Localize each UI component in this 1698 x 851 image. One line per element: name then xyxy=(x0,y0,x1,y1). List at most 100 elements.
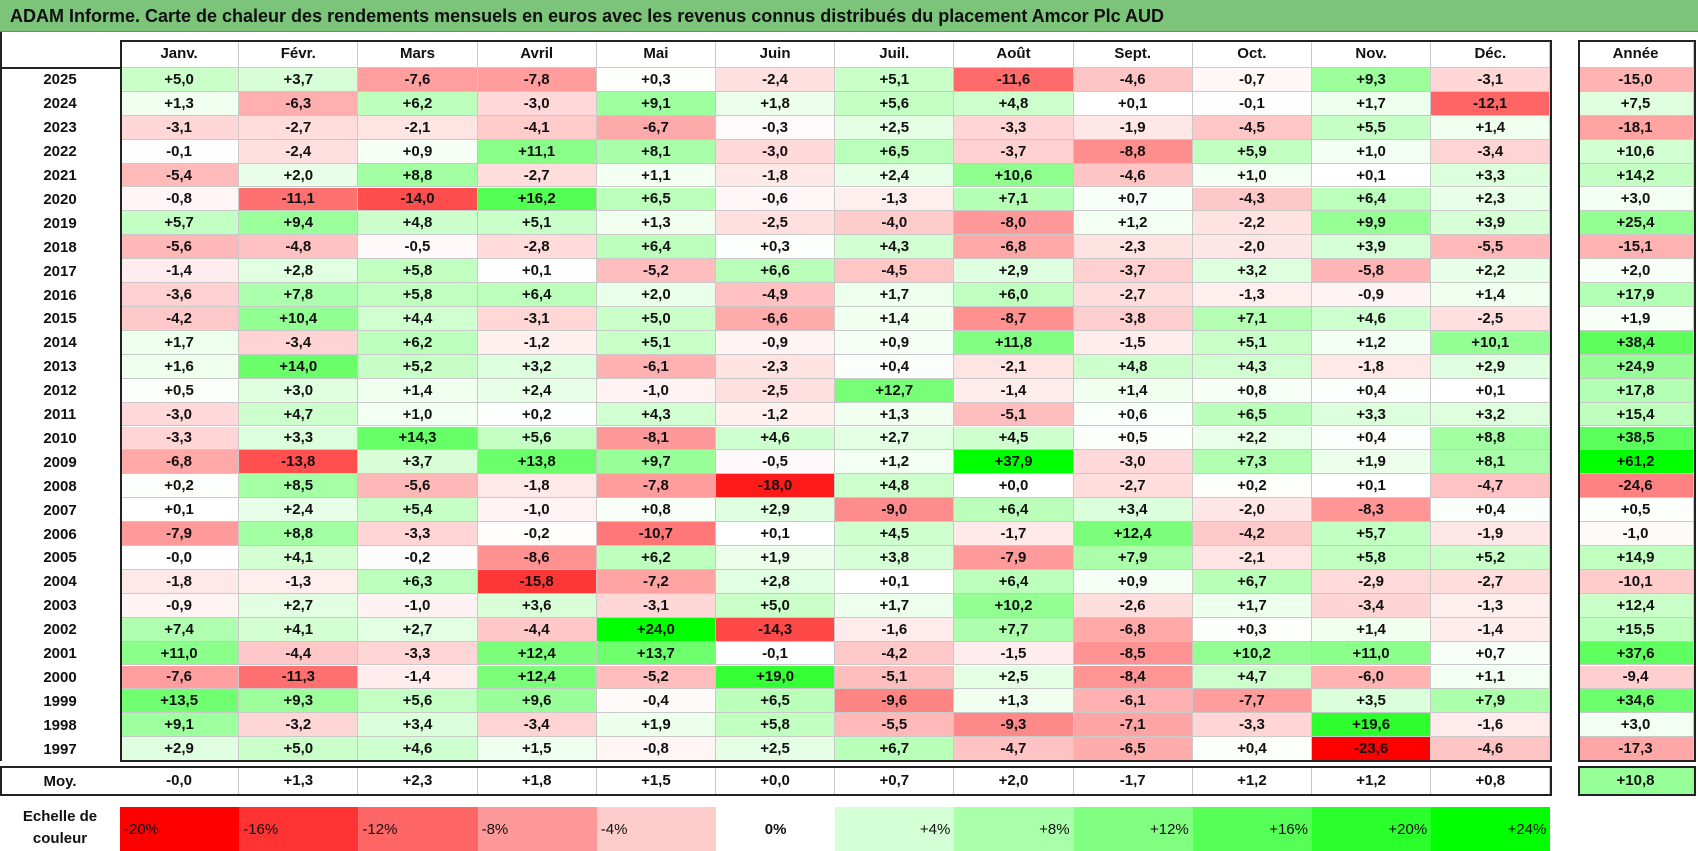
heatmap-cell: +2,3 xyxy=(1431,187,1551,212)
average-cell: -1,7 xyxy=(1073,767,1193,796)
month-header: Juin xyxy=(716,40,836,68)
annual-cell: +61,2 xyxy=(1578,450,1694,475)
heatmap-cell: -12,1 xyxy=(1431,91,1551,116)
heatmap-cell: +10,1 xyxy=(1431,330,1551,355)
heatmap-cell: -6,0 xyxy=(1312,665,1432,690)
heatmap-cell: -3,0 xyxy=(120,402,240,427)
heatmap-cell: -18,0 xyxy=(716,474,836,499)
annual-cell: +0,5 xyxy=(1578,498,1694,523)
heatmap-cell: -4,9 xyxy=(716,283,836,307)
heatmap-cell: -2,5 xyxy=(716,211,836,236)
annual-cell: -17,3 xyxy=(1578,737,1694,762)
heatmap-cell: +1,3 xyxy=(835,402,955,427)
heatmap-cell: -0,5 xyxy=(358,235,478,260)
heatmap-cell: +0,7 xyxy=(1073,187,1193,212)
heatmap-cell: +2,0 xyxy=(596,283,716,307)
heatmap-cell: +0,7 xyxy=(1431,641,1551,666)
heatmap-cell: +6,4 xyxy=(477,283,597,307)
heatmap-cell: -11,3 xyxy=(239,665,359,690)
color-scale-label-line2: couleur xyxy=(32,830,88,848)
color-scale-step: -8% xyxy=(477,807,597,851)
heatmap-cell: +9,1 xyxy=(596,91,716,116)
heatmap-cell: -2,8 xyxy=(477,235,597,260)
heatmap-cell: -13,8 xyxy=(239,450,359,475)
heatmap-cell: +0,8 xyxy=(596,498,716,523)
heatmap-cell: +1,3 xyxy=(120,91,240,116)
heatmap-cell: +4,1 xyxy=(239,546,359,570)
heatmap-cell: -5,1 xyxy=(954,402,1074,427)
heatmap-cell: -2,7 xyxy=(1073,474,1193,499)
heatmap-cell: +5,2 xyxy=(358,354,478,379)
heatmap-cell: +7,7 xyxy=(954,617,1074,642)
heatmap-cell: +1,0 xyxy=(1312,139,1432,164)
heatmap-cell: -7,6 xyxy=(120,665,240,690)
heatmap-cell: -0,1 xyxy=(1192,91,1312,116)
heatmap-cell: +1,7 xyxy=(835,593,955,618)
heatmap-cell: +2,9 xyxy=(954,259,1074,284)
heatmap-cell: +0,4 xyxy=(1192,737,1312,762)
heatmap-cell: +0,3 xyxy=(1192,617,1312,642)
heatmap-cell: -3,3 xyxy=(358,522,478,546)
heatmap-cell: -4,6 xyxy=(1073,68,1193,92)
heatmap-cell: +3,6 xyxy=(477,593,597,618)
heatmap-cell: -15,8 xyxy=(477,569,597,594)
row-year-label: 2022 xyxy=(43,143,77,161)
heatmap-cell: +11,0 xyxy=(120,641,240,666)
heatmap-cell: +2,4 xyxy=(835,163,955,188)
heatmap-cell: +1,7 xyxy=(1192,593,1312,618)
heatmap-cell: +10,4 xyxy=(239,307,359,331)
annual-cell: +34,6 xyxy=(1578,689,1694,714)
row-year-label: 1999 xyxy=(43,692,77,710)
average-cell: +1,5 xyxy=(596,767,716,796)
heatmap-cell: +5,0 xyxy=(716,593,836,618)
heatmap-cell: +6,6 xyxy=(716,259,836,284)
annual-cell: -15,0 xyxy=(1578,68,1694,92)
row-year-label: 2018 xyxy=(43,238,77,256)
heatmap-cell: -4,6 xyxy=(1073,163,1193,188)
heatmap-cell: +3,3 xyxy=(239,426,359,451)
heatmap-cell: -5,5 xyxy=(1431,235,1551,260)
heatmap-cell: +5,8 xyxy=(358,283,478,307)
heatmap-cell: +0,3 xyxy=(716,235,836,260)
heatmap-cell: +4,4 xyxy=(358,307,478,331)
row-year-label: 2011 xyxy=(43,406,77,424)
left-border xyxy=(0,32,2,762)
annual-cell: +24,9 xyxy=(1578,354,1694,379)
heatmap-cell: +5,1 xyxy=(596,330,716,355)
heatmap-cell: -4,7 xyxy=(954,737,1074,762)
heatmap-cell: -4,2 xyxy=(120,307,240,331)
heatmap-cell: +0,1 xyxy=(1312,163,1432,188)
heatmap-cell: -5,1 xyxy=(835,665,955,690)
heatmap-cell: +19,0 xyxy=(716,665,836,690)
annual-cell: +17,8 xyxy=(1578,378,1694,403)
color-scale-label-line1: Echelle de xyxy=(22,808,98,826)
month-header: Janv. xyxy=(120,40,240,68)
average-cell: +1,2 xyxy=(1192,767,1312,796)
heatmap-cell: +1,1 xyxy=(1431,665,1551,690)
heatmap-cell: -5,6 xyxy=(358,474,478,499)
row-year-label: 2009 xyxy=(43,453,77,471)
color-scale-step: +8% xyxy=(954,807,1074,851)
heatmap-cell: -3,4 xyxy=(239,330,359,355)
heatmap-cell: +3,2 xyxy=(477,354,597,379)
heatmap-cell: -0,4 xyxy=(596,689,716,714)
annual-cell: +14,9 xyxy=(1578,546,1694,570)
annual-cell: +1,9 xyxy=(1578,307,1694,331)
heatmap-cell: -1,4 xyxy=(1431,617,1551,642)
heatmap-cell: -5,8 xyxy=(1312,259,1432,284)
heatmap-cell: +6,7 xyxy=(1192,569,1312,594)
heatmap-cell: -2,7 xyxy=(1431,569,1551,594)
heatmap-cell: -7,8 xyxy=(596,474,716,499)
color-scale-step: +16% xyxy=(1192,807,1312,851)
heatmap-cell: +9,3 xyxy=(1312,68,1432,92)
heatmap-cell: +0,4 xyxy=(1312,426,1432,451)
heatmap-cell: +3,7 xyxy=(358,450,478,475)
row-year-label: 2019 xyxy=(43,214,77,232)
heatmap-cell: -2,5 xyxy=(716,378,836,403)
heatmap-cell: -4,7 xyxy=(1431,474,1551,499)
color-scale-step: 0% xyxy=(716,807,836,851)
heatmap-cell: +0,2 xyxy=(477,402,597,427)
heatmap-cell: -6,8 xyxy=(1073,617,1193,642)
heatmap-cell: +5,6 xyxy=(477,426,597,451)
heatmap-cell: +7,3 xyxy=(1192,450,1312,475)
